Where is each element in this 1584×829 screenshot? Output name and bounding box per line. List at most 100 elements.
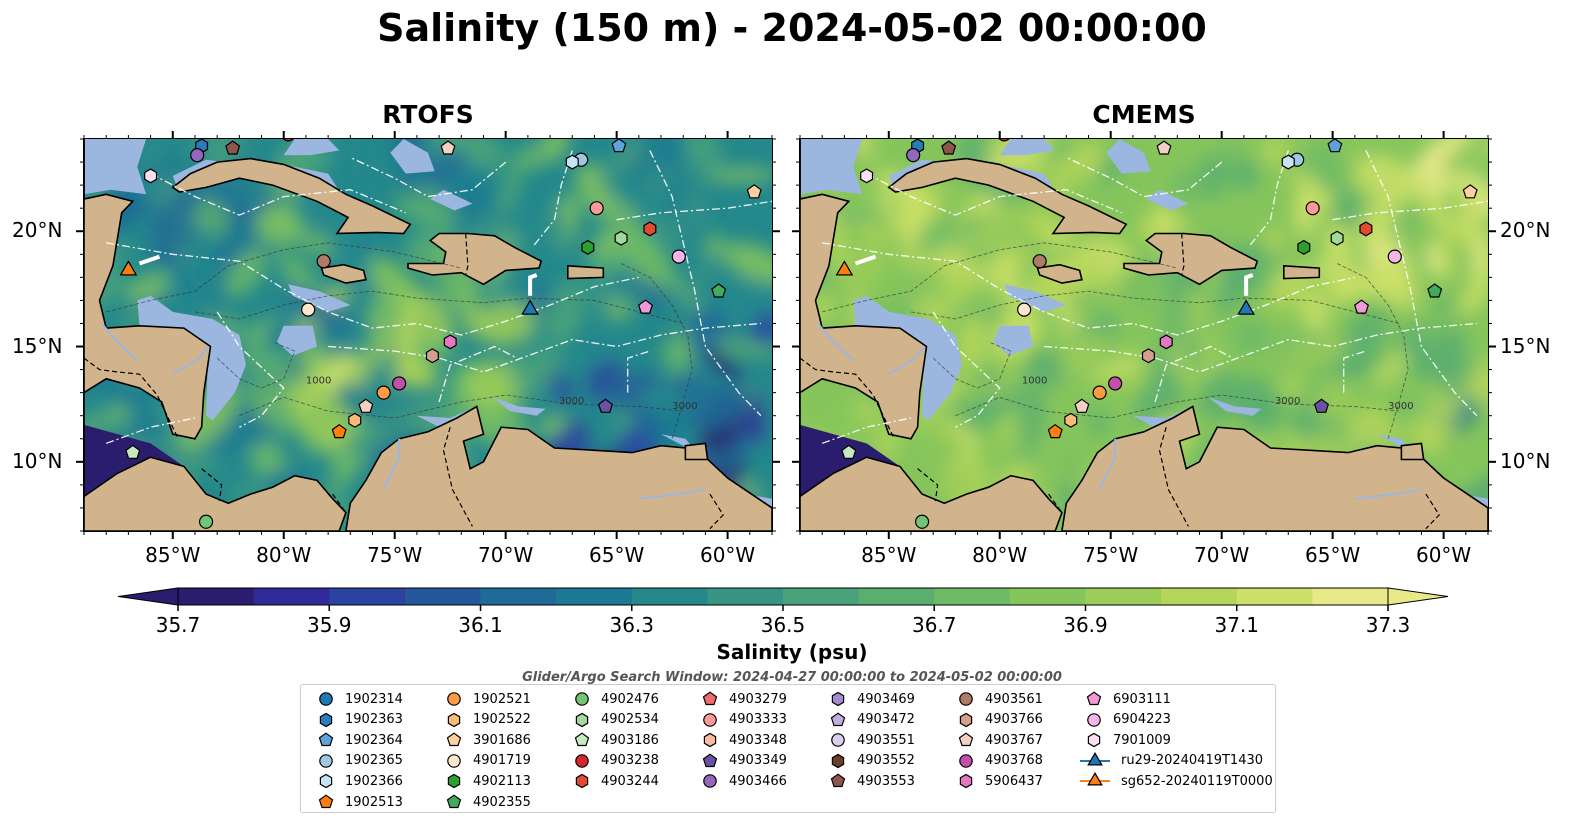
float-marker-4902476[interactable]	[198, 514, 214, 529]
float-marker-4903349[interactable]	[1313, 398, 1330, 413]
float-marker-4903767[interactable]	[440, 140, 456, 155]
float-marker-4903767b[interactable]	[1074, 398, 1090, 413]
colorbar-tick-label: 35.9	[306, 613, 352, 637]
float-marker-4903244[interactable]	[643, 221, 657, 237]
lon-tick-label: 85°W	[145, 543, 201, 567]
glider-marker-sg652-20240119T0000[interactable]	[835, 260, 854, 276]
float-marker-6903111[interactable]	[637, 299, 654, 314]
float-marker-4903553[interactable]	[225, 140, 241, 155]
legend-label: 5906437	[985, 773, 1043, 789]
float-marker-4903186[interactable]	[841, 444, 857, 459]
float-marker-1902521[interactable]	[376, 385, 391, 400]
legend-label: 4903553	[857, 773, 915, 789]
circle-marker-icon	[319, 692, 333, 706]
legend-label: 4903767	[985, 732, 1043, 748]
hexagon-marker-icon	[703, 732, 717, 748]
legend-entry: 4902476	[567, 689, 659, 709]
float-marker-4902534[interactable]	[1330, 230, 1344, 246]
legend-entry: 4902534	[567, 710, 659, 730]
float-marker-4903238[interactable]	[998, 139, 1011, 142]
legend-entry: 1902521	[439, 689, 531, 709]
glider-marker-sg652-20240119T0000[interactable]	[119, 260, 138, 276]
float-marker-4903466[interactable]	[190, 148, 205, 163]
panel-title-rtofs: RTOFS	[382, 100, 474, 129]
float-marker-4903553[interactable]	[941, 140, 957, 155]
legend-entry: 4903766	[951, 710, 1043, 730]
float-marker-4903561[interactable]	[1032, 254, 1047, 269]
float-marker-4901719[interactable]	[301, 302, 316, 317]
pentagon-marker-icon	[1086, 691, 1102, 706]
pentagon-marker-icon	[446, 794, 462, 809]
float-marker-1902513[interactable]	[1047, 423, 1063, 439]
float-marker-4903768[interactable]	[392, 376, 407, 391]
float-marker-4903561[interactable]	[316, 254, 331, 269]
float-marker-1902521[interactable]	[1092, 385, 1107, 400]
float-marker-4903333[interactable]	[589, 201, 604, 216]
float-marker-4903768[interactable]	[1108, 376, 1123, 391]
triangle-line-marker-icon	[1080, 772, 1110, 786]
legend-label: 6904223	[1113, 712, 1171, 728]
colorbar-tick-label: 36.5	[760, 613, 806, 637]
float-marker-4903767b[interactable]	[358, 398, 374, 413]
hexagon-marker-icon	[319, 774, 333, 789]
float-marker-1902366[interactable]	[1281, 154, 1295, 170]
float-marker-4903238[interactable]	[282, 139, 295, 142]
float-marker-5906437[interactable]	[443, 334, 457, 350]
legend-entry: 1902364	[311, 730, 403, 750]
legend-entry: 6903111	[1079, 689, 1171, 709]
float-marker-4903766[interactable]	[425, 348, 439, 364]
legend: 1902314 1902363 1902364 1902365 1902366 19025…	[300, 684, 1276, 813]
circle-marker-icon	[447, 753, 461, 768]
float-marker-3901686[interactable]	[746, 184, 762, 199]
legend-label: 4903469	[857, 691, 915, 707]
float-marker-4901719[interactable]	[1017, 302, 1032, 317]
float-marker-4902113[interactable]	[1297, 239, 1311, 255]
float-marker-7901009[interactable]	[144, 168, 158, 184]
float-marker-4903186[interactable]	[125, 444, 141, 459]
float-marker-4902355[interactable]	[711, 283, 727, 298]
glider-marker-ru29-20240419T1430[interactable]	[1237, 299, 1255, 315]
float-marker-4902476[interactable]	[914, 514, 930, 529]
float-marker-4903466[interactable]	[906, 148, 921, 163]
float-marker-1902364[interactable]	[611, 139, 627, 153]
float-marker-1902513[interactable]	[331, 423, 347, 439]
legend-label: 4903333	[729, 712, 787, 728]
glider-marker-ru29-20240419T1430[interactable]	[521, 299, 539, 315]
float-marker-1902364[interactable]	[1327, 139, 1343, 153]
float-marker-4902355[interactable]	[1427, 283, 1443, 298]
colorbar-tick-label: 36.3	[609, 613, 655, 637]
legend-entry: 4903561	[951, 689, 1043, 709]
float-marker-6904223[interactable]	[1387, 249, 1402, 264]
panel-title-cmems: CMEMS	[1092, 100, 1196, 129]
colorbar-tick-label: 36.1	[458, 613, 503, 637]
circle-marker-icon	[703, 712, 717, 727]
cmems-map[interactable]: 1000 3000 3000	[799, 138, 1489, 532]
lon-tick-label: 75°W	[1083, 543, 1139, 567]
legend-label: 1902314	[345, 691, 403, 707]
float-marker-6903111[interactable]	[1353, 299, 1370, 314]
circle-marker-icon	[575, 692, 589, 706]
float-marker-4902113[interactable]	[581, 239, 595, 255]
float-marker-4903333[interactable]	[1305, 201, 1320, 216]
rtofs-map[interactable]: 1000 3000 3000	[83, 138, 773, 532]
legend-entry: 4903553	[823, 771, 915, 791]
legend-label: 4903561	[985, 691, 1043, 707]
float-marker-6904223[interactable]	[671, 249, 686, 264]
pentagon-marker-icon	[702, 691, 718, 706]
float-marker-5906437[interactable]	[1159, 334, 1173, 350]
float-marker-4903244[interactable]	[1359, 221, 1373, 237]
triangle-line-marker-icon	[1080, 751, 1110, 766]
legend-label: 1902365	[345, 753, 403, 769]
float-marker-4902534[interactable]	[614, 230, 628, 246]
float-marker-1902522[interactable]	[1064, 412, 1078, 428]
float-marker-4903349[interactable]	[597, 398, 614, 413]
float-marker-1902522[interactable]	[348, 412, 362, 428]
float-marker-4903766[interactable]	[1141, 348, 1155, 364]
lon-tick-label: 60°W	[1415, 543, 1472, 567]
legend-entry: 4903767	[951, 730, 1043, 750]
hexagon-marker-icon	[319, 712, 333, 727]
float-marker-1902366[interactable]	[565, 154, 579, 170]
float-marker-3901686[interactable]	[1462, 184, 1478, 199]
float-marker-4903767[interactable]	[1156, 140, 1172, 155]
float-marker-7901009[interactable]	[860, 168, 874, 184]
